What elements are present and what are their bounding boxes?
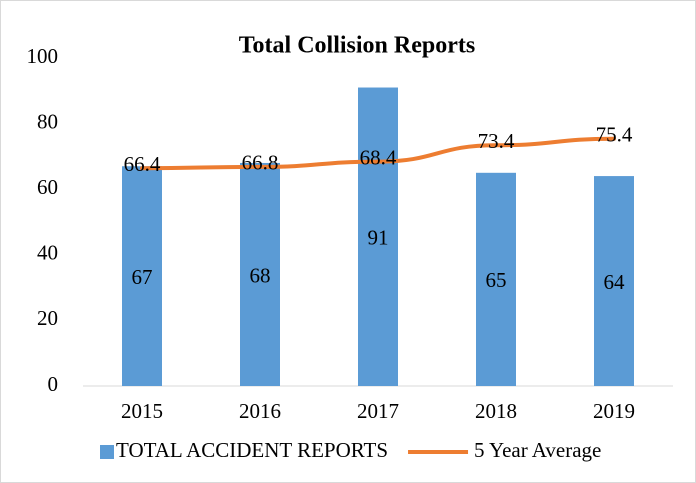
chart-title: Total Collision Reports — [239, 33, 475, 59]
y-tick-label: 100 — [27, 44, 59, 68]
y-tick-label: 40 — [37, 241, 58, 265]
y-tick-label: 20 — [37, 306, 58, 330]
y-tick-label: 0 — [48, 372, 59, 396]
bar — [358, 87, 398, 387]
bar-value-label: 67 — [132, 265, 153, 289]
line — [140, 136, 616, 171]
x-tick-label: 2017 — [357, 399, 399, 423]
x-tick-label: 2019 — [593, 399, 635, 423]
line-value-label: 68.4 — [360, 145, 397, 169]
bar — [594, 176, 634, 386]
line-value-label: 66.4 — [124, 152, 161, 176]
x-tick-label: 2015 — [121, 399, 163, 423]
y-tick-label: 80 — [37, 109, 58, 133]
x-tick-label: 2018 — [475, 399, 517, 423]
bar-value-label: 91 — [368, 226, 389, 250]
bar — [240, 162, 280, 386]
y-tick-label: 60 — [37, 175, 58, 199]
x-tick-label: 2016 — [239, 399, 281, 423]
bar-value-label: 68 — [250, 263, 271, 287]
bar-value-label: 64 — [604, 270, 626, 294]
line-value-label: 66.8 — [242, 151, 279, 175]
bar — [122, 166, 162, 386]
line-value-label: 73.4 — [478, 129, 515, 153]
bar-value-label: 65 — [486, 268, 507, 292]
legend-label: TOTAL ACCIDENT REPORTS — [116, 438, 388, 462]
bar — [476, 172, 516, 386]
line-value-label: 75.4 — [596, 123, 633, 147]
legend-swatch — [100, 445, 114, 459]
legend-label: 5 Year Average — [474, 438, 601, 462]
